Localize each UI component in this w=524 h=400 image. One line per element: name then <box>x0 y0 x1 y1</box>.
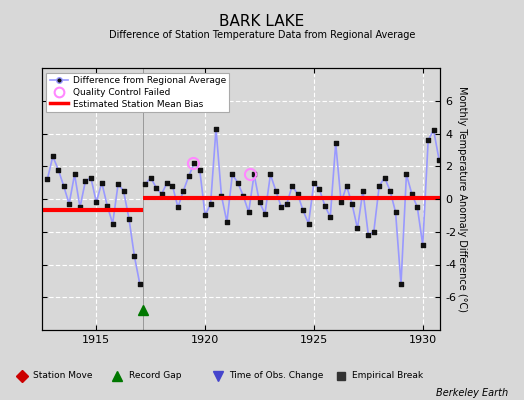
Point <box>435 156 443 163</box>
Point <box>119 188 128 194</box>
Point <box>321 202 329 209</box>
Point <box>43 176 51 182</box>
Point <box>206 201 215 207</box>
Point <box>217 192 226 199</box>
Point <box>332 140 340 146</box>
Point <box>326 214 334 220</box>
Point <box>147 174 155 181</box>
Point <box>271 188 280 194</box>
Point <box>190 160 199 166</box>
Point <box>201 212 209 218</box>
Point <box>315 186 324 192</box>
Point <box>424 137 432 143</box>
Point <box>130 253 139 260</box>
Point <box>157 191 166 197</box>
Point <box>108 220 117 227</box>
Point <box>391 209 400 215</box>
Point <box>430 127 438 134</box>
Text: Time of Obs. Change: Time of Obs. Change <box>229 372 323 380</box>
Point <box>76 204 84 210</box>
Text: Empirical Break: Empirical Break <box>352 372 423 380</box>
Point <box>342 183 351 189</box>
Point <box>163 180 171 186</box>
Point <box>152 184 160 191</box>
Point <box>402 171 411 178</box>
Text: Berkeley Earth: Berkeley Earth <box>436 388 508 398</box>
Point <box>195 166 204 173</box>
Point <box>97 180 106 186</box>
Point <box>228 171 236 178</box>
Point <box>299 207 307 214</box>
Point <box>364 232 373 238</box>
Point <box>223 219 231 225</box>
Text: BARK LAKE: BARK LAKE <box>220 14 304 29</box>
Point <box>261 210 269 217</box>
Point <box>70 171 79 178</box>
Point <box>277 204 286 210</box>
Point <box>348 201 356 207</box>
Point <box>212 125 220 132</box>
Point <box>103 202 112 209</box>
Text: Record Gap: Record Gap <box>129 372 181 380</box>
Point <box>419 242 427 248</box>
Point <box>125 216 133 222</box>
Point <box>359 188 367 194</box>
Point <box>337 199 345 206</box>
Point <box>179 188 188 194</box>
Point <box>114 181 122 188</box>
Point <box>239 192 247 199</box>
Point <box>86 174 95 181</box>
Text: Difference of Station Temperature Data from Regional Average: Difference of Station Temperature Data f… <box>109 30 415 40</box>
Point <box>293 191 302 197</box>
Point <box>245 209 253 215</box>
Point <box>54 166 62 173</box>
Point <box>250 171 258 178</box>
Point <box>266 171 275 178</box>
Point <box>310 180 318 186</box>
Point <box>81 178 90 184</box>
Point <box>60 183 68 189</box>
Point <box>168 183 177 189</box>
Point <box>282 201 291 207</box>
Point <box>255 199 264 206</box>
Point <box>380 174 389 181</box>
Point <box>174 204 182 210</box>
Point <box>136 281 144 287</box>
Point <box>397 281 405 287</box>
Point <box>184 173 193 179</box>
Point <box>92 199 101 206</box>
Point <box>65 201 73 207</box>
Point <box>288 183 297 189</box>
Point <box>49 153 57 160</box>
Text: Station Move: Station Move <box>33 372 92 380</box>
Y-axis label: Monthly Temperature Anomaly Difference (°C): Monthly Temperature Anomaly Difference (… <box>457 86 467 312</box>
Point <box>408 191 416 197</box>
Point <box>234 180 242 186</box>
Point <box>304 220 313 227</box>
Point <box>413 204 421 210</box>
Point <box>386 188 394 194</box>
Legend: Difference from Regional Average, Quality Control Failed, Estimated Station Mean: Difference from Regional Average, Qualit… <box>47 72 230 112</box>
Point <box>353 225 362 232</box>
Point <box>369 228 378 235</box>
Point <box>375 183 384 189</box>
Point <box>141 181 149 188</box>
